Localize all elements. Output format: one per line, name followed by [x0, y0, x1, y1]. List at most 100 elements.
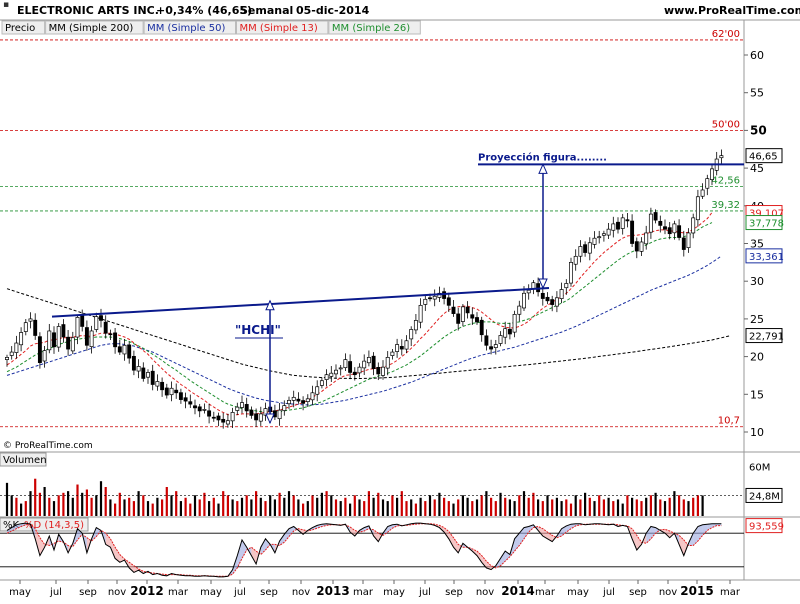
candle-body — [42, 350, 47, 362]
candle-body — [305, 398, 310, 402]
stoch-fill — [11, 524, 17, 531]
candle-body — [399, 346, 404, 350]
y-tick-label: 50 — [750, 123, 767, 137]
ma-line — [6, 255, 722, 406]
candle-body — [99, 315, 103, 321]
candle-body — [606, 228, 611, 236]
stoch-fill — [260, 538, 266, 555]
candle-body — [14, 342, 19, 353]
candle-body — [677, 225, 682, 238]
candle-body — [136, 366, 141, 372]
candle-body — [498, 335, 503, 344]
candle-body — [573, 255, 578, 265]
x-tick-label: 2014 — [501, 584, 534, 598]
legend-item[interactable] — [328, 20, 421, 35]
legend-item[interactable] — [1, 20, 46, 35]
legend-item[interactable] — [45, 20, 144, 35]
stoch-fill — [486, 561, 492, 570]
x-tick-label: jul — [49, 587, 62, 598]
candle-body — [366, 357, 371, 364]
stoch-title-box — [0, 517, 89, 532]
stoch-fill — [246, 547, 252, 556]
x-tick-label: sep — [629, 587, 647, 598]
site-name[interactable]: www.ProRealTime.com — [664, 4, 800, 17]
candle-body — [89, 330, 94, 348]
legend-label: MM (Simple 50) — [147, 23, 225, 34]
stoch-fill — [477, 551, 482, 563]
stoch-fill — [665, 529, 670, 538]
price-levels: 62'00 50'00 42,56 39,32 10,7 — [0, 29, 744, 428]
stoch-fill — [251, 547, 257, 564]
stoch-fill — [77, 528, 83, 540]
candle-body — [169, 387, 174, 396]
candle-body — [37, 336, 42, 363]
legend-item[interactable] — [236, 20, 329, 35]
candle-body — [428, 297, 432, 300]
y-tick-label: 30 — [750, 275, 764, 288]
candle-body — [52, 332, 56, 348]
candle-body — [225, 420, 230, 425]
candle-body — [94, 316, 99, 330]
candle-body — [258, 413, 263, 422]
candle-body — [705, 178, 710, 189]
candle-body — [507, 328, 512, 335]
stoch-fill — [575, 523, 581, 526]
candle-body — [324, 374, 329, 380]
candle-body — [686, 232, 691, 249]
candle-body — [84, 327, 89, 346]
candle-body — [108, 333, 113, 336]
stoch-fill — [35, 528, 40, 556]
level-label: 42,56 — [711, 175, 740, 186]
candle-body — [630, 220, 635, 244]
value-box-label: 37,778 — [749, 219, 784, 230]
candle-body — [117, 346, 122, 353]
candle-body — [597, 236, 602, 239]
ma-line — [6, 288, 731, 379]
candle-body — [282, 405, 287, 411]
candle-body — [540, 292, 545, 299]
y-tick-label: 60 — [750, 49, 764, 62]
candle-body — [343, 359, 348, 369]
measure-arrow-head-up — [265, 299, 275, 311]
candle-body — [315, 386, 320, 395]
candle-body — [446, 297, 451, 306]
value-box — [745, 148, 783, 164]
header-menu-icon[interactable]: ▪ — [3, 0, 9, 10]
value-box — [745, 328, 783, 344]
x-tick-label: nov — [292, 587, 310, 598]
stoch-fill — [289, 526, 294, 537]
stoch-fill — [538, 526, 543, 536]
candle-body — [352, 371, 357, 376]
candle-body — [710, 168, 714, 180]
candle-body — [493, 344, 498, 348]
candle-body — [489, 346, 494, 350]
x-tick-label: jul — [602, 587, 615, 598]
candle-body — [188, 401, 193, 405]
candle-body — [545, 296, 550, 302]
candle-body — [616, 221, 620, 230]
candle-body — [230, 412, 235, 422]
candle-body — [503, 328, 508, 338]
legend-item[interactable] — [143, 20, 237, 35]
candle-body — [5, 357, 9, 360]
volume-title: Volumen — [3, 455, 47, 466]
candle-body — [601, 233, 606, 236]
x-tick-label: may — [383, 587, 405, 598]
candle-body — [526, 289, 531, 294]
candle-body — [634, 241, 639, 252]
stoch-k-line — [6, 522, 722, 578]
stoch-fill — [650, 526, 656, 539]
price-legend: Precio MM (Simple 200) MM (Simple 50) MM (S… — [1, 20, 421, 35]
stoch-fill — [566, 524, 571, 533]
candle-body — [66, 336, 71, 350]
candle-body — [404, 340, 409, 350]
candle-body — [413, 320, 418, 331]
candle-body — [334, 369, 338, 375]
candle-body — [291, 396, 296, 401]
x-tick-label: nov — [659, 587, 677, 598]
x-tick-label: 2013 — [316, 584, 349, 598]
candle-body — [653, 212, 658, 221]
volume-y-axis: 24,8M 60M — [0, 462, 783, 503]
